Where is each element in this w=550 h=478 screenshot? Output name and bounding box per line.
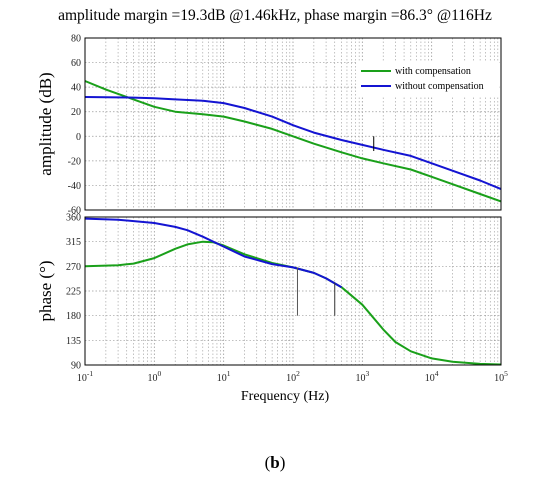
caption-close: ) — [280, 453, 286, 472]
figure-title: amplitude margin =19.3dB @1.46kHz, phase… — [58, 7, 492, 24]
magnitude-panel: -60 -40 -20 0 20 40 60 80 with compensation wit… — [36, 34, 502, 217]
legend-box — [357, 62, 499, 96]
magnitude-y-tick-label: 20 — [71, 107, 81, 118]
caption-letter: b — [270, 453, 279, 472]
phase-y-tick-label: 135 — [66, 336, 81, 347]
x-tick-label: 100 — [147, 369, 161, 384]
phase-y-tick-label: 315 — [66, 237, 81, 248]
x-axis-ticks: 10-1 100 101 102 103 104 105 — [77, 369, 508, 384]
phase-series-line-without-compensation — [84, 217, 342, 289]
magnitude-y-tick-label: -40 — [68, 181, 81, 192]
magnitude-series-line-without-compensation — [84, 96, 502, 191]
magnitude-series — [84, 80, 502, 203]
x-tick-label: 102 — [286, 369, 300, 384]
phase-y-axis-label: phase (°) — [36, 260, 55, 321]
legend-label-with-compensation: with compensation — [395, 66, 471, 77]
phase-frame — [84, 216, 502, 366]
magnitude-y-tick-label: -20 — [68, 156, 81, 167]
x-tick-label: 104 — [425, 369, 439, 384]
phase-y-ticks: 90 135 180 225 270 315 360 — [66, 213, 81, 372]
phase-y-tick-label: 270 — [66, 262, 81, 273]
magnitude-y-tick-label: 60 — [71, 58, 81, 69]
magnitude-frame — [84, 37, 502, 211]
phase-panel: 90 135 180 225 270 315 360 phase (°) — [36, 213, 502, 372]
phase-y-tick-label: 225 — [66, 287, 81, 298]
magnitude-y-axis-label: amplitude (dB) — [36, 72, 55, 175]
x-tick-label: 103 — [355, 369, 369, 384]
magnitude-y-ticks: -60 -40 -20 0 20 40 60 80 — [68, 34, 81, 217]
phase-y-tick-label: 90 — [71, 361, 81, 372]
phase-markers — [296, 267, 336, 316]
legend-label-without-compensation: without compensation — [395, 81, 484, 92]
legend: with compensation without compensation — [357, 62, 499, 96]
magnitude-y-tick-label: 40 — [71, 83, 81, 94]
magnitude-y-tick-label: 0 — [76, 132, 81, 143]
magnitude-y-tick-label: 80 — [71, 34, 81, 45]
x-tick-label: 105 — [494, 369, 508, 384]
phase-y-tick-label: 180 — [66, 311, 81, 322]
phase-y-tick-label: 360 — [66, 213, 81, 224]
figure-caption: (b) — [265, 453, 286, 472]
caption-open: ( — [265, 453, 271, 472]
x-tick-label: 101 — [217, 369, 231, 384]
x-tick-label: 10-1 — [77, 369, 93, 384]
magnitude-series-line-with-compensation — [84, 80, 502, 203]
magnitude-y-tick-label: -60 — [68, 206, 81, 217]
x-axis-label: Frequency (Hz) — [241, 389, 330, 404]
phase-series — [84, 217, 502, 366]
